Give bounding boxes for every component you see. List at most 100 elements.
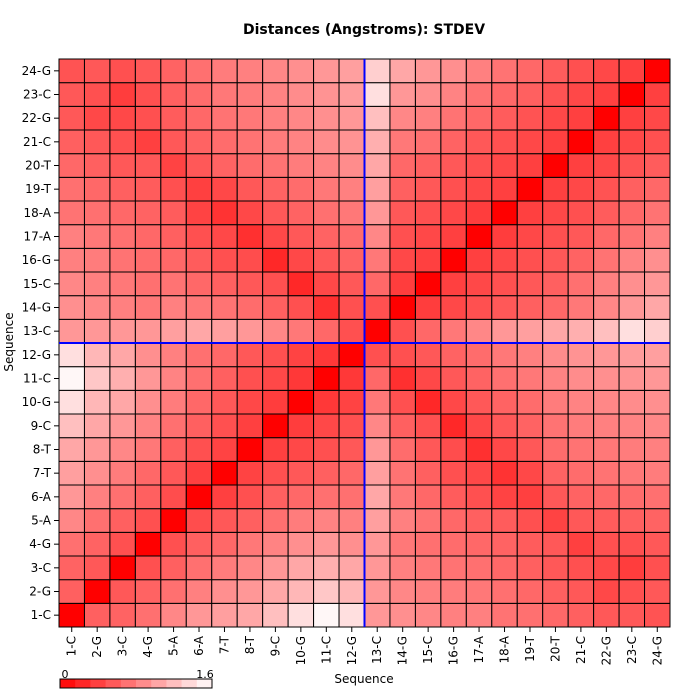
heatmap-cell-24-G-13-C xyxy=(644,318,671,344)
heatmap-cell-20-T-7-T xyxy=(542,460,569,486)
heatmap-cell-22-G-2-G xyxy=(593,579,620,604)
heatmap-cell-16-G-10-G xyxy=(440,389,467,415)
y-tick-label: 2-G xyxy=(29,585,51,599)
heatmap-cell-17-A-17-A xyxy=(465,224,493,249)
heatmap-cell-6-A-8-T xyxy=(185,437,213,462)
legend-swatch xyxy=(181,679,198,688)
heatmap-cell-16-G-18-A xyxy=(440,200,467,226)
heatmap-cell-24-G-4-G xyxy=(644,531,671,557)
heatmap-cell-22-G-1-C xyxy=(593,602,620,628)
heatmap-cell-24-G-11-C xyxy=(644,366,671,391)
x-tick-label: 8-T xyxy=(243,635,257,654)
heatmap-cell-15-C-14-G xyxy=(414,295,442,320)
x-tick-label: 13-C xyxy=(370,636,384,664)
heatmap-cell-10-G-15-C xyxy=(287,271,315,297)
y-tick-label: 7-T xyxy=(33,466,52,480)
legend-border xyxy=(59,678,213,689)
heatmap-cell-5-A-13-C xyxy=(160,318,187,344)
heatmap-cell-18-A-3-C xyxy=(491,555,518,581)
heatmap-cell-12-G-13-C xyxy=(338,318,366,344)
heatmap-cell-3-C-17-A xyxy=(109,224,136,249)
heatmap-cell-3-C-2-G xyxy=(109,579,136,604)
heatmap-cell-10-G-7-T xyxy=(287,460,315,486)
heatmap-cell-11-C-23-C xyxy=(313,82,340,107)
x-axis-label: Sequence xyxy=(334,672,393,686)
heatmap-cell-10-G-2-G xyxy=(287,579,315,604)
heatmap-cell-7-T-7-T xyxy=(211,460,238,486)
heatmap-cell-13-C-24-G xyxy=(364,58,391,84)
heatmap-cell-3-C-23-C xyxy=(109,82,136,107)
y-tick-label: 8-T xyxy=(33,443,52,457)
heatmap-cell-22-G-9-C xyxy=(593,413,620,439)
heatmap-cell-17-A-15-C xyxy=(465,271,493,297)
heatmap-cell-9-C-17-A xyxy=(262,224,289,249)
heatmap-cell-15-C-13-C xyxy=(414,318,442,344)
heatmap-cell-13-C-21-C xyxy=(364,129,391,155)
heatmap-cell-16-G-2-G xyxy=(440,579,467,604)
heatmap-cell-24-G-6-A xyxy=(644,484,671,510)
heatmap-cell-13-C-9-C xyxy=(364,413,391,439)
heatmap-cell-7-T-17-A xyxy=(211,224,238,249)
heatmap-cell-1-C-1-C xyxy=(58,602,85,628)
heatmap-cell-1-C-24-G xyxy=(58,58,85,84)
heatmap-cell-19-T-16-G xyxy=(516,247,544,273)
heatmap-cell-11-C-7-T xyxy=(313,460,340,486)
heatmap-cell-5-A-5-A xyxy=(160,508,187,533)
heatmap-cell-21-C-20-T xyxy=(567,153,595,178)
heatmap-cell-22-G-19-T xyxy=(593,176,620,202)
heatmap-cell-14-G-9-C xyxy=(389,413,416,439)
heatmap-cell-7-T-13-C xyxy=(211,318,238,344)
heatmap-cell-19-T-18-A xyxy=(516,200,544,226)
x-tick-labels: 1-C 2-G 3-C 4-G 5-A 6-A 7-T 8-T 9-C 10-G 11-C 12-G 1… xyxy=(65,627,664,665)
heatmap-cell-8-T-19-T xyxy=(236,176,264,202)
heatmap-cell-7-T-3-C xyxy=(211,555,238,581)
heatmap-cell-20-T-1-C xyxy=(542,602,569,628)
heatmap-cell-14-G-23-C xyxy=(389,82,416,107)
heatmap-cell-13-C-12-G xyxy=(364,342,391,368)
heatmap-cell-2-G-2-G xyxy=(83,579,111,604)
legend-swatch xyxy=(136,679,152,688)
heatmap-cell-10-G-18-A xyxy=(287,200,315,226)
y-tick-label: 20-T xyxy=(25,159,51,173)
heatmap-cell-22-G-20-T xyxy=(593,153,620,178)
heatmap-cell-6-A-2-G xyxy=(185,579,213,604)
heatmap-cell-14-G-17-A xyxy=(389,224,416,249)
legend-swatch xyxy=(105,679,122,688)
heatmap-cell-14-G-7-T xyxy=(389,460,416,486)
heatmap-cell-20-T-24-G xyxy=(542,58,569,84)
heatmap-cell-2-G-23-C xyxy=(83,82,111,107)
heatmap-cell-14-G-1-C xyxy=(389,602,416,628)
heatmap-cell-22-G-21-C xyxy=(593,129,620,155)
heatmap-cell-6-A-23-C xyxy=(185,82,213,107)
x-tick-label: 3-C xyxy=(116,636,130,656)
heatmap-cell-16-G-3-C xyxy=(440,555,467,581)
heatmap-cell-10-G-8-T xyxy=(287,437,315,462)
heatmap-cell-18-A-21-C xyxy=(491,129,518,155)
heatmap-cell-12-G-7-T xyxy=(338,460,366,486)
heatmap-cell-18-A-15-C xyxy=(491,271,518,297)
heatmap-cell-4-G-14-G xyxy=(134,295,162,320)
heatmap-cell-21-C-22-G xyxy=(567,105,595,131)
heatmap-cell-12-G-15-C xyxy=(338,271,366,297)
heatmap-cell-23-C-6-A xyxy=(618,484,646,510)
heatmap-cell-9-C-16-G xyxy=(262,247,289,273)
legend-swatch xyxy=(60,679,76,688)
heatmap-cell-6-A-10-G xyxy=(185,389,213,415)
heatmap-cell-15-C-2-G xyxy=(414,579,442,604)
heatmap-cell-5-A-24-G xyxy=(160,58,187,84)
heatmap-cell-23-C-12-G xyxy=(618,342,646,368)
highlight-lines xyxy=(59,59,670,627)
heatmap-cell-14-G-12-G xyxy=(389,342,416,368)
heatmap-cell-17-A-6-A xyxy=(465,484,493,510)
heatmap-cell-8-T-23-C xyxy=(236,82,264,107)
heatmap-cell-6-A-19-T xyxy=(185,176,213,202)
heatmap-cell-6-A-5-A xyxy=(185,508,213,533)
heatmap-cell-5-A-4-G xyxy=(160,531,187,557)
y-tick-label: 6-A xyxy=(31,490,52,504)
heatmap-cell-5-A-11-C xyxy=(160,366,187,391)
heatmap-cell-20-T-8-T xyxy=(542,437,569,462)
x-tick-label: 11-C xyxy=(319,636,333,664)
heatmap-cell-20-T-21-C xyxy=(542,129,569,155)
heatmap-cell-19-T-17-A xyxy=(516,224,544,249)
heatmap-cell-22-G-5-A xyxy=(593,508,620,533)
